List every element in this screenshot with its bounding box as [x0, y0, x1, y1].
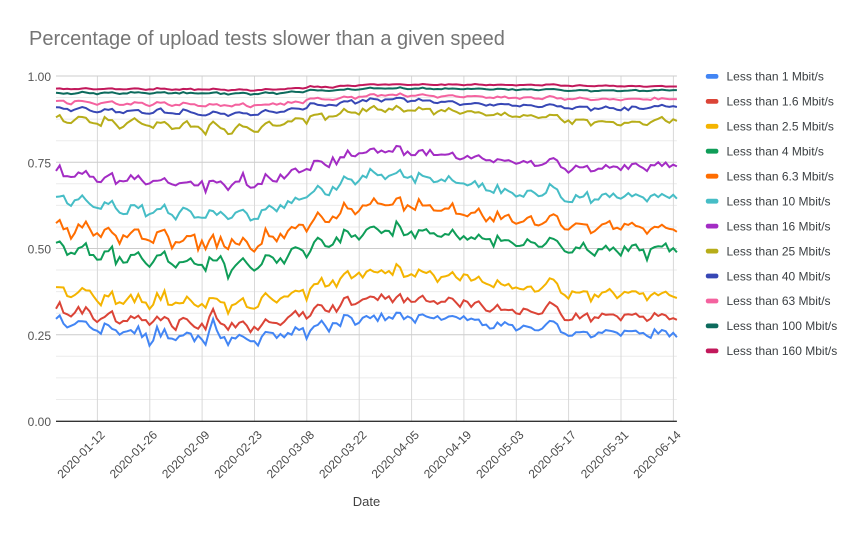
svg-text:Less than 160 Mbit/s: Less than 160 Mbit/s — [727, 344, 838, 358]
svg-text:Less than 25 Mbit/s: Less than 25 Mbit/s — [727, 244, 831, 258]
svg-text:0.50: 0.50 — [28, 243, 52, 257]
svg-text:Date: Date — [353, 494, 380, 509]
svg-text:Less than 63 Mbit/s: Less than 63 Mbit/s — [727, 294, 831, 308]
svg-text:Less than 1 Mbit/s: Less than 1 Mbit/s — [727, 70, 824, 84]
svg-text:Less than 4 Mbit/s: Less than 4 Mbit/s — [727, 145, 824, 159]
svg-text:Less than 2.5 Mbit/s: Less than 2.5 Mbit/s — [727, 120, 834, 134]
svg-text:Less than 40 Mbit/s: Less than 40 Mbit/s — [727, 269, 831, 283]
svg-text:1.00: 1.00 — [28, 70, 52, 84]
svg-text:Less than 100 Mbit/s: Less than 100 Mbit/s — [727, 319, 838, 333]
svg-text:Less than 1.6 Mbit/s: Less than 1.6 Mbit/s — [727, 95, 834, 109]
svg-text:0.75: 0.75 — [28, 156, 52, 170]
svg-text:Less than 16 Mbit/s: Less than 16 Mbit/s — [727, 219, 831, 233]
svg-text:Less than 10 Mbit/s: Less than 10 Mbit/s — [727, 195, 831, 209]
svg-text:0.25: 0.25 — [28, 329, 52, 343]
svg-text:Less than 6.3 Mbit/s: Less than 6.3 Mbit/s — [727, 170, 834, 184]
svg-text:0.00: 0.00 — [28, 415, 52, 429]
svg-text:Percentage of upload tests slo: Percentage of upload tests slower than a… — [29, 28, 505, 50]
